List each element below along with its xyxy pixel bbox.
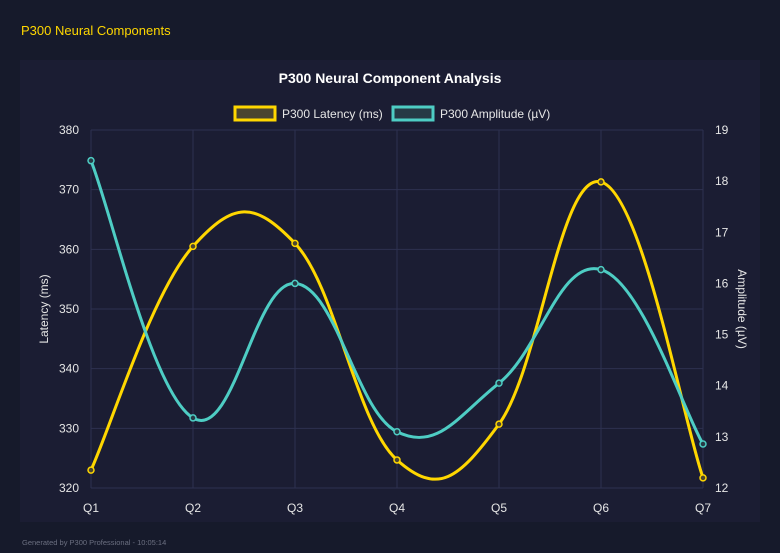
y2-tick-label: 19 bbox=[715, 123, 729, 137]
y2-tick-label: 17 bbox=[715, 225, 729, 239]
chart-title: P300 Neural Component Analysis bbox=[279, 70, 502, 86]
y2-axis-label: Amplitude (µV) bbox=[735, 269, 749, 349]
data-point bbox=[699, 440, 707, 448]
y-tick-label: 380 bbox=[59, 123, 79, 137]
y2-tick-label: 14 bbox=[715, 379, 729, 393]
page-title: P300 Neural Components bbox=[21, 23, 171, 38]
y-tick-label: 340 bbox=[59, 362, 79, 376]
data-point bbox=[495, 420, 503, 428]
legend-label: P300 Latency (ms) bbox=[282, 107, 383, 121]
legend-swatch bbox=[391, 105, 435, 122]
chart-panel bbox=[20, 60, 760, 522]
y2-tick-label: 12 bbox=[715, 481, 729, 495]
x-tick-label: Q2 bbox=[185, 501, 201, 515]
y-tick-label: 370 bbox=[59, 183, 79, 197]
x-tick-label: Q4 bbox=[389, 501, 405, 515]
legend-swatch bbox=[233, 105, 277, 122]
data-point bbox=[87, 466, 95, 474]
data-point bbox=[699, 474, 707, 482]
x-tick-label: Q5 bbox=[491, 501, 507, 515]
data-point bbox=[189, 414, 197, 422]
y-tick-label: 320 bbox=[59, 481, 79, 495]
footer-text: Generated by P300 Professional - 10:05:1… bbox=[22, 538, 167, 547]
data-point bbox=[87, 156, 95, 165]
data-point bbox=[189, 242, 197, 251]
y-axis-label: Latency (ms) bbox=[37, 274, 51, 343]
x-tick-label: Q3 bbox=[287, 501, 303, 515]
legend-label: P300 Amplitude (µV) bbox=[440, 107, 550, 121]
data-point bbox=[291, 239, 299, 248]
x-tick-label: Q7 bbox=[695, 501, 711, 515]
data-point bbox=[495, 379, 503, 387]
data-point bbox=[597, 178, 605, 186]
data-point bbox=[597, 265, 605, 274]
y2-tick-label: 18 bbox=[715, 174, 729, 188]
y2-tick-label: 13 bbox=[715, 430, 729, 444]
y-tick-label: 360 bbox=[59, 242, 79, 256]
y-tick-label: 330 bbox=[59, 421, 79, 435]
data-point bbox=[291, 279, 299, 288]
data-point bbox=[393, 456, 401, 464]
y-tick-label: 350 bbox=[59, 302, 79, 316]
x-tick-label: Q1 bbox=[83, 501, 99, 515]
data-point bbox=[393, 427, 401, 436]
x-tick-label: Q6 bbox=[593, 501, 609, 515]
y2-tick-label: 15 bbox=[715, 328, 729, 342]
y2-tick-label: 16 bbox=[715, 276, 729, 290]
